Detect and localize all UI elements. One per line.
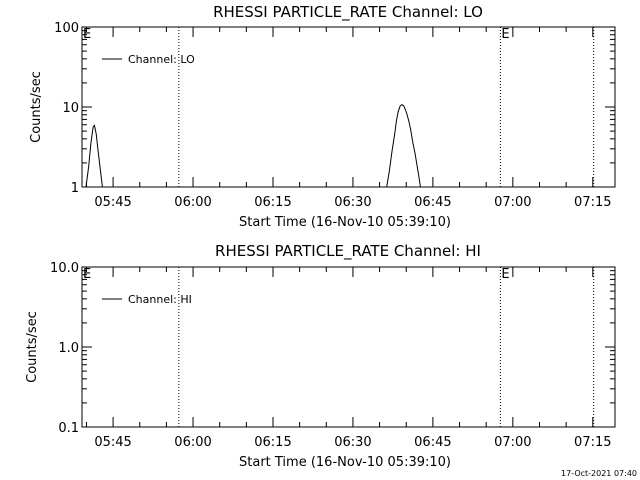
panel-lo-corner-label: E [83,27,91,42]
panel-lo-x-axis: 05:45 06:00 06:15 06:30 06:45 07:00 07:15 [85,27,612,210]
panel-hi-y-tick-label: 0.1 [58,421,79,436]
panel-lo-plot-frame [81,26,616,188]
panel-lo-series-line [85,124,103,188]
panel-hi-y-label: Counts/sec [25,311,40,383]
panel-lo-x-tick-label: 05:45 [94,195,131,210]
panel-lo-x-label: Start Time (16-Nov-10 05:39:10) [239,215,451,230]
panel-lo-x-tick-label: 06:15 [254,195,291,210]
panel-lo-x-tick-label: 06:30 [334,195,371,210]
panel-lo-x-tick-label: 06:00 [174,195,211,210]
panel-lo-y-tick-label: 1 [71,181,79,196]
panel-lo-y-tick-label: 10 [62,101,79,116]
panel-lo-markers: E [178,27,595,187]
panel-hi-x-tick-label: 06:30 [334,435,371,450]
panel-hi-x-tick-label: 07:15 [574,435,611,450]
panel-hi-legend: Channel: HI [102,293,192,306]
panel-hi-x-tick-label: 05:45 [94,435,131,450]
generation-timestamp: 17-Oct-2021 07:40 [561,469,637,478]
panel-lo-y-axis: 1 10 100 [54,21,615,196]
panel-hi-x-tick-label: 06:45 [414,435,451,450]
panel-hi-x-tick-label: 06:00 [174,435,211,450]
panel-hi-plot-frame [81,266,616,428]
panel-lo-y-tick-label: 100 [54,21,79,36]
panel-lo-series-line [386,104,421,188]
panel-hi-marker-label: E [501,267,509,282]
panel-hi-y-tick-label: 1.0 [58,341,79,356]
panel-hi-y-tick-label: 10.0 [50,261,79,276]
panel-lo-legend-label: Channel: LO [128,53,195,66]
panel-lo: RHESSI PARTICLE_RATE Channel: LO Counts/… [29,3,616,230]
panel-hi-y-axis: 0.1 1.0 10.0 [50,261,615,436]
panel-hi-x-axis: 05:45 06:00 06:15 06:30 06:45 07:00 07:15 [85,267,612,450]
panel-lo-marker-label: E [501,27,509,42]
panel-lo-x-tick-label: 07:00 [494,195,531,210]
panel-hi-x-tick-label: 07:00 [494,435,531,450]
panel-hi-legend-label: Channel: HI [128,293,192,306]
panel-hi-x-label: Start Time (16-Nov-10 05:39:10) [239,455,451,470]
panel-lo-x-tick-label: 06:45 [414,195,451,210]
panel-lo-x-tick-label: 07:15 [574,195,611,210]
panel-lo-legend: Channel: LO [102,53,195,66]
panel-lo-title: RHESSI PARTICLE_RATE Channel: LO [213,3,483,22]
panel-hi-corner-label: E [83,267,91,282]
panel-hi-x-tick-label: 06:15 [254,435,291,450]
panel-hi-title: RHESSI PARTICLE_RATE Channel: HI [215,242,481,261]
panel-lo-y-label: Counts/sec [29,71,44,143]
panel-hi: RHESSI PARTICLE_RATE Channel: HI Counts/… [25,242,616,470]
panel-lo-series [85,104,421,188]
panel-hi-markers: E [178,267,595,427]
